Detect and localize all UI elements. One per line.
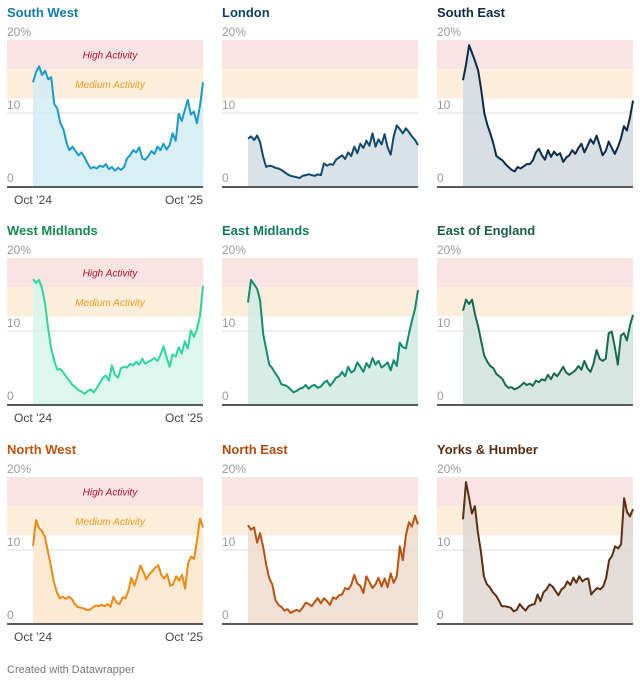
panel-title: North East [222,442,288,457]
series-line [462,298,634,391]
series-area [248,125,418,186]
y-tick-label: 10 [7,98,21,112]
panel-chart: 0 10 20% [437,462,634,625]
series-area [463,482,633,623]
band-label: Medium Activity [75,298,146,309]
panel-title: East of England [437,223,536,238]
band-high-activity [222,477,418,507]
band-label: Medium Activity [75,517,146,528]
panel-chart: 0 10 20% [437,25,634,188]
y-tick-label: 20% [437,25,461,39]
series-line [462,44,634,173]
y-tick-label: 0 [222,171,229,185]
panel-chart: 0 10 20% High Activity Medium Activity Oct ’2… [7,25,204,207]
panel-title: South East [437,5,505,20]
band-high-activity [7,477,203,507]
y-tick-label: 20% [7,462,31,476]
panel-title: West Midlands [7,223,98,238]
band-high-activity [437,258,633,288]
band-label: High Activity [83,269,139,280]
panel-title: East Midlands [222,223,310,238]
series-line [32,517,204,611]
y-tick-label: 10 [437,535,451,549]
y-tick-label: 20% [7,25,31,39]
series-area [33,66,203,186]
panel-chart: 0 10 20% [222,243,419,406]
panel-chart: 0 10 20% [222,25,419,188]
series-line [247,278,419,394]
x-tick-label: Oct ’24 [14,193,52,207]
x-tick-label: Oct ’25 [165,411,203,425]
y-tick-label: 0 [437,389,444,403]
y-tick-label: 0 [222,608,229,622]
panel-east-of-england: East of England 0 10 20% [430,218,640,433]
y-tick-label: 10 [7,316,21,330]
y-tick-label: 20% [222,462,246,476]
y-tick-label: 10 [437,98,451,112]
x-tick-label: Oct ’25 [165,630,203,644]
panel-london: London 0 10 20% [215,0,425,215]
y-tick-label: 10 [222,98,236,112]
y-tick-label: 20% [7,243,31,257]
series-area [248,515,418,623]
y-tick-label: 10 [222,316,236,330]
series-line [247,514,419,614]
credit-text: Created with Datawrapper [7,664,135,676]
panel-chart: 0 10 20% High Activity Medium Activity Oct ’2… [7,462,204,644]
y-tick-label: 20% [437,243,461,257]
y-tick-label: 10 [7,535,21,549]
series-line [32,65,204,172]
y-tick-label: 0 [7,171,14,185]
panel-title: North West [7,442,77,457]
panel-south-east: South East 0 10 20% [430,0,640,215]
panel-title: London [222,5,270,20]
panel-chart: 0 10 20% High Activity Medium Activity Oct ’2… [7,243,204,425]
x-tick-label: Oct ’25 [165,193,203,207]
x-tick-label: Oct ’24 [14,630,52,644]
y-tick-label: 20% [222,25,246,39]
y-tick-label: 0 [222,389,229,403]
band-label: High Activity [83,51,139,62]
series-area [248,279,418,404]
panel-title: Yorks & Humber [437,442,538,457]
panel-north-east: North East 0 10 20% [215,437,425,652]
panel-south-west: South West 0 10 20% High Activity Medium Acti… [0,0,210,215]
panel-title: South West [7,5,79,20]
series-area [33,518,203,623]
band-high-activity [222,258,418,288]
y-tick-label: 0 [7,389,14,403]
panel-west-midlands: West Midlands 0 10 20% High Activity Medium A… [0,218,210,433]
panel-yorks-humber: Yorks & Humber 0 10 20% [430,437,640,652]
y-tick-label: 0 [437,171,444,185]
series-area [463,45,633,186]
panel-chart: 0 10 20% [222,462,419,625]
band-high-activity [222,40,418,70]
band-label: High Activity [83,488,139,499]
x-tick-label: Oct ’24 [14,411,52,425]
y-tick-label: 0 [437,608,444,622]
series-line [32,278,204,395]
y-tick-label: 20% [437,462,461,476]
series-area [33,279,203,404]
series-line [247,124,419,179]
panel-east-midlands: East Midlands 0 10 20% [215,218,425,433]
panel-north-west: North West 0 10 20% High Activity Medium Acti… [0,437,210,652]
y-tick-label: 20% [222,243,246,257]
y-tick-label: 10 [222,535,236,549]
y-tick-label: 0 [7,608,14,622]
series-line [462,481,634,613]
band-medium-activity [222,69,418,99]
y-tick-label: 10 [437,316,451,330]
band-high-activity [7,40,203,70]
panel-chart: 0 10 20% [437,243,634,406]
band-label: Medium Activity [75,80,146,91]
series-area [463,299,633,404]
